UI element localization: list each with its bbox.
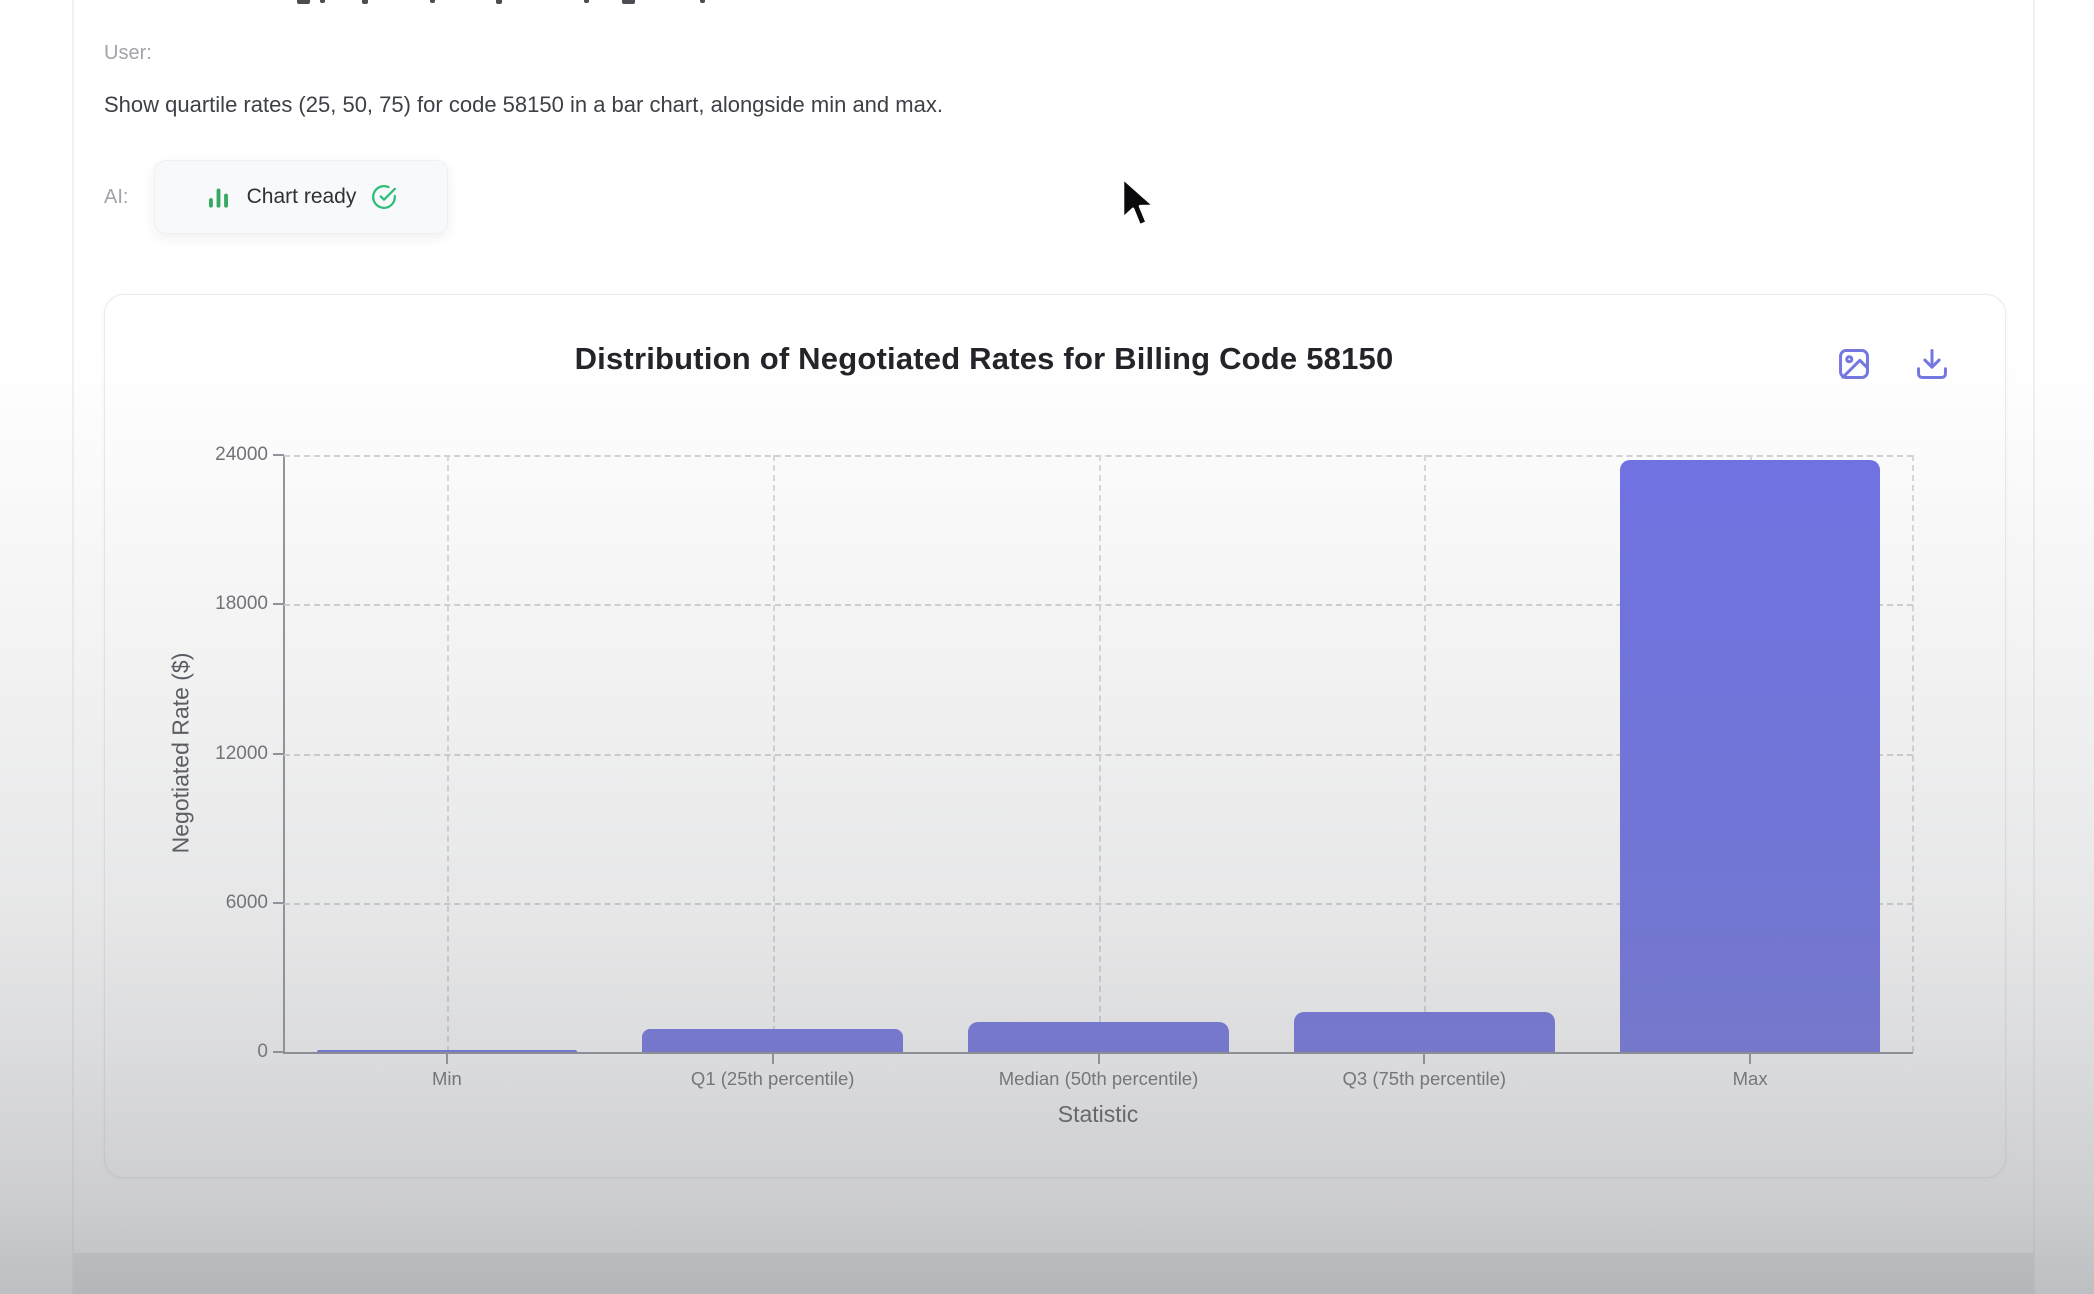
bar-median[interactable] <box>968 1022 1229 1052</box>
download-icon <box>1913 345 1951 383</box>
content-left-divider <box>72 0 74 1294</box>
plot-right-edge-gridline <box>1912 455 1914 1052</box>
y-tick-label: 12000 <box>215 742 268 764</box>
y-tick-label: 6000 <box>225 891 268 913</box>
y-tick-mark <box>273 454 284 456</box>
y-tick-label: 0 <box>257 1041 268 1062</box>
mouse-cursor <box>1119 176 1161 237</box>
export-image-button[interactable] <box>1834 344 1874 384</box>
ai-turn-label: AI: <box>104 186 129 208</box>
x-tick-label: Q3 (75th percentile) <box>1342 1068 1507 1089</box>
x-tick-label: Q1 (25th percentile) <box>690 1068 855 1089</box>
y-axis-title: Negotiated Rate ($) <box>167 652 194 854</box>
y-tick-mark <box>273 901 284 904</box>
x-tick-label: Min <box>431 1068 462 1089</box>
y-tick-mark <box>273 752 284 755</box>
content-right-divider <box>2033 0 2035 1294</box>
x-tick-label: Median (50th percentile) <box>998 1068 1199 1089</box>
x-tick-mark <box>1423 1052 1426 1064</box>
bar-max[interactable] <box>1619 459 1881 1052</box>
download-button[interactable] <box>1912 344 1952 384</box>
x-gridline <box>446 455 449 1052</box>
x-tick-mark <box>771 1052 774 1064</box>
user-turn-label: User: <box>104 42 152 64</box>
y-tick-mark <box>273 1051 284 1053</box>
x-tick-mark <box>445 1052 448 1064</box>
chart-title: Distribution of Negotiated Rates for Bil… <box>574 341 1394 376</box>
x-gridline <box>1098 455 1101 1052</box>
user-message-text: Show quartile rates (25, 50, 75) for cod… <box>104 92 943 117</box>
plot-area: 0 6000 12000 18000 24000 Min Q1 (25th percenti… <box>215 444 1914 1089</box>
x-gridline <box>1424 455 1427 1052</box>
bar-q1[interactable] <box>642 1028 903 1052</box>
chart-ready-label: Chart ready <box>246 185 357 208</box>
chart-ready-chip[interactable]: Chart ready <box>154 160 448 234</box>
y-tick-label: 24000 <box>215 444 268 465</box>
x-tick-label: Max <box>1732 1068 1768 1089</box>
x-tick-mark <box>1097 1052 1100 1064</box>
image-icon <box>1835 345 1873 383</box>
x-tick-mark <box>1749 1052 1752 1064</box>
bar-chart-icon <box>205 184 232 211</box>
x-axis-title: Statistic <box>1057 1101 1139 1127</box>
check-circle-icon <box>371 184 397 210</box>
footer-band <box>74 1253 2033 1294</box>
y-tick-label: 18000 <box>215 593 268 615</box>
x-gridline <box>772 455 775 1052</box>
bar-q3[interactable] <box>1293 1012 1555 1052</box>
chart-card: Distribution of Negotiated Rates for Bil… <box>104 294 2006 1178</box>
y-tick-mark <box>273 603 284 606</box>
bar-min[interactable] <box>316 1050 578 1052</box>
